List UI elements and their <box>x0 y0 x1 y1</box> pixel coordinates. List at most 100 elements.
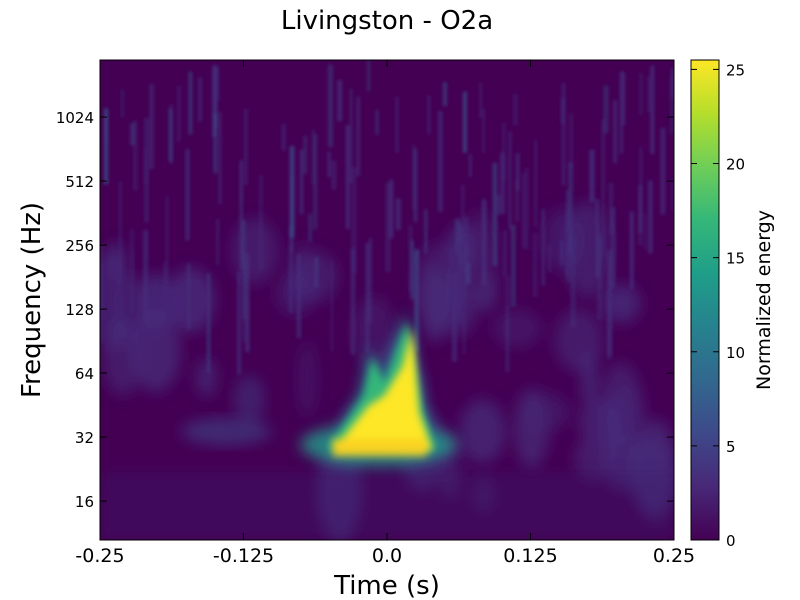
x-axis-label: Time (s) <box>333 571 440 600</box>
x-tick-label: 0.0 <box>372 545 402 567</box>
noise-streak <box>168 108 173 162</box>
noise-streak <box>603 85 609 134</box>
noise-streak <box>639 72 643 115</box>
noise-streak <box>497 194 501 216</box>
noise-streak <box>468 154 472 178</box>
noise-streak <box>327 151 331 178</box>
noise-streak <box>242 248 246 342</box>
noise-streak <box>521 173 526 249</box>
noise-streak <box>367 60 370 92</box>
noise-streak <box>337 80 343 122</box>
noise-streak <box>389 179 394 239</box>
noise-streak <box>438 110 443 212</box>
noise-streak <box>442 82 447 107</box>
colorbar-label: Normalized energy <box>753 210 775 390</box>
noise-streak <box>376 109 379 135</box>
noise-streak <box>568 113 573 167</box>
noise-streak <box>542 208 545 286</box>
noise-streak <box>461 184 464 245</box>
noise-streak <box>365 243 370 352</box>
y-tick-label: 32 <box>75 429 94 447</box>
noise-streak <box>671 68 674 98</box>
colorbar-gradient <box>691 60 719 540</box>
noise-blob <box>136 273 177 329</box>
noise-streak <box>560 97 565 124</box>
noise-streak <box>313 133 317 230</box>
noise-blob <box>554 309 604 372</box>
noise-streak <box>500 152 505 215</box>
noise-streak <box>149 83 154 169</box>
noise-streak <box>245 253 250 353</box>
x-tick-label: 0.25 <box>653 545 695 567</box>
x-tick-label: -0.125 <box>213 545 274 567</box>
noise-streak <box>532 232 538 297</box>
noise-streak <box>328 64 333 148</box>
noise-streak <box>356 96 360 177</box>
noise-streak <box>385 182 391 273</box>
noise-streak <box>534 139 537 228</box>
noise-streak <box>312 129 315 185</box>
noise-streak <box>133 120 138 191</box>
noise-blob <box>290 250 338 303</box>
noise-streak <box>650 65 655 155</box>
noise-streak <box>308 213 312 242</box>
noise-streak <box>177 85 180 143</box>
x-tick-label: -0.25 <box>75 545 124 567</box>
noise-streak <box>503 229 507 277</box>
colorbar-tick-label: 10 <box>726 344 745 362</box>
noise-streak <box>638 212 642 246</box>
noise-blob <box>459 399 506 464</box>
noise-streak <box>638 185 643 234</box>
noise-streak <box>408 225 413 292</box>
noise-streak <box>568 162 573 255</box>
noise-streak <box>508 131 512 230</box>
noise-blob <box>493 309 541 347</box>
x-tick-label: 0.125 <box>503 545 557 567</box>
chirp-core-base <box>332 438 427 457</box>
noise-streak <box>619 71 623 154</box>
noise-streak <box>197 77 202 122</box>
noise-blob <box>353 296 395 367</box>
noise-streak <box>513 94 518 126</box>
noise-streak <box>647 75 650 113</box>
noise-streak <box>121 89 124 118</box>
noise-streak <box>165 195 168 284</box>
y-tick-label: 256 <box>65 237 94 255</box>
plot-area <box>100 60 674 540</box>
noise-blob <box>514 388 549 470</box>
noise-streak <box>368 237 373 324</box>
noise-streak <box>621 72 625 125</box>
noise-streak <box>670 76 674 134</box>
noise-blob <box>168 267 215 333</box>
colorbar-tick-label: 20 <box>726 156 745 174</box>
y-tick-label: 512 <box>65 173 94 191</box>
noise-streak <box>289 146 295 238</box>
noise-streak <box>216 219 220 266</box>
noise-streak <box>671 179 674 211</box>
noise-streak <box>289 225 293 314</box>
colorbar-frame <box>690 59 720 541</box>
noise-streak <box>130 123 135 146</box>
noise-streak <box>413 148 418 223</box>
noise-blob <box>298 341 316 418</box>
noise-blob <box>233 375 266 424</box>
noise-streak <box>119 181 122 285</box>
noise-streak <box>492 162 497 266</box>
noise-streak <box>424 209 428 254</box>
noise-blob <box>446 223 478 275</box>
noise-streak <box>395 96 399 153</box>
colorbar: 0 5 10 15 20 25 Normalized energy <box>690 59 775 550</box>
noise-streak <box>427 95 431 135</box>
chirp-core-body <box>332 328 433 451</box>
colorbar-tick-label: 25 <box>726 61 745 79</box>
low-freq-band <box>100 471 674 540</box>
noise-streak <box>601 119 605 202</box>
colorbar-tick-label: 0 <box>726 532 736 550</box>
noise-streak <box>345 124 350 230</box>
noise-streak <box>561 83 566 186</box>
y-tick-label: 128 <box>65 301 94 319</box>
colorbar-tick-label: 5 <box>726 438 736 456</box>
noise-streak <box>629 211 634 290</box>
y-tick-label: 64 <box>75 365 94 383</box>
noise-blob <box>100 246 128 352</box>
